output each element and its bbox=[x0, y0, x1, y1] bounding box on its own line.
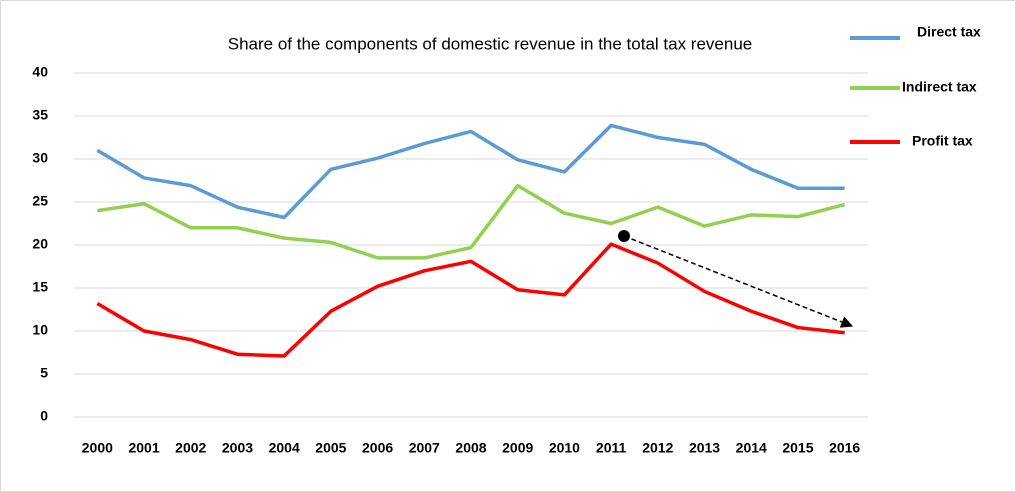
y-tick-label: 5 bbox=[40, 365, 48, 381]
x-tick-label: 2006 bbox=[362, 440, 393, 456]
x-tick-label: 2011 bbox=[596, 440, 627, 456]
chart-title: Share of the components of domestic reve… bbox=[228, 34, 753, 53]
x-tick-label: 2000 bbox=[82, 440, 113, 456]
x-tick-label: 2002 bbox=[175, 440, 206, 456]
series-line bbox=[96, 123, 845, 220]
x-tick-label: 2015 bbox=[782, 440, 813, 456]
x-tick-label: 2009 bbox=[502, 440, 533, 456]
x-tick-label: 2001 bbox=[128, 440, 159, 456]
y-tick-label: 0 bbox=[40, 408, 48, 424]
y-tick-label: 40 bbox=[32, 64, 48, 80]
x-tick-label: 2008 bbox=[455, 440, 486, 456]
series-line bbox=[97, 183, 846, 260]
legend-label: Profit tax bbox=[912, 133, 973, 149]
y-tick-label: 35 bbox=[32, 107, 48, 123]
series-line bbox=[96, 242, 845, 358]
x-tick-label: 2010 bbox=[549, 440, 580, 456]
x-tick-label: 2016 bbox=[829, 440, 860, 456]
y-tick-label: 20 bbox=[32, 236, 48, 252]
y-tick-label: 25 bbox=[32, 193, 48, 209]
x-tick-label: 2004 bbox=[269, 440, 300, 456]
legend-label: Indirect tax bbox=[902, 79, 977, 95]
x-tick-label: 2003 bbox=[222, 440, 253, 456]
annotation-arrow bbox=[623, 235, 854, 328]
y-tick-label: 15 bbox=[32, 279, 48, 295]
y-tick-label: 10 bbox=[32, 322, 48, 338]
legend-label: Direct tax bbox=[917, 24, 981, 40]
x-tick-label: 2013 bbox=[689, 440, 720, 456]
x-tick-label: 2007 bbox=[409, 440, 440, 456]
y-tick-label: 30 bbox=[32, 150, 48, 166]
x-tick-label: 2014 bbox=[736, 440, 767, 456]
x-tick-label: 2005 bbox=[315, 440, 346, 456]
x-tick-label: 2012 bbox=[642, 440, 673, 456]
